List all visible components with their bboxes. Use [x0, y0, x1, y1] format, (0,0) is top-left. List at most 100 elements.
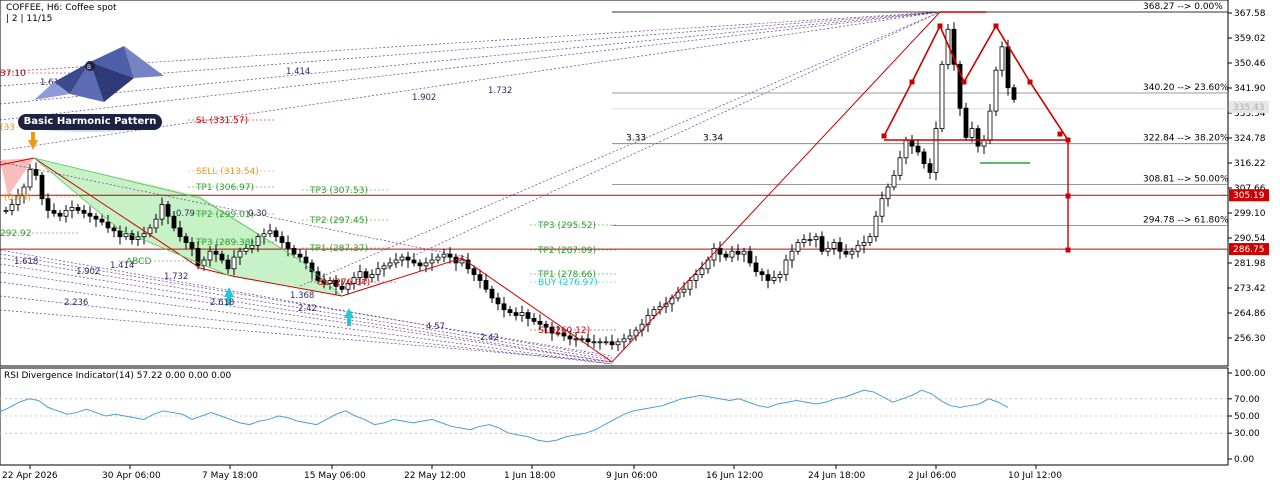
candle-body: [81, 209, 87, 214]
candle-body: [951, 28, 957, 65]
pattern-point: [961, 79, 967, 85]
ratio-label: 4.57: [426, 322, 445, 332]
pattern-fill-shape: [0, 158, 34, 196]
candle-body: [159, 204, 165, 220]
price-tick-label: 316.22: [1234, 159, 1266, 169]
logo-text: Basic Harmonic Pattern: [18, 114, 162, 130]
candle-body: [837, 242, 843, 252]
fib-mid-label: 3.34: [703, 134, 723, 144]
candle-body: [363, 271, 369, 278]
candle-body: [213, 250, 219, 255]
candle-body: [573, 338, 579, 341]
pattern-point: [1065, 137, 1071, 143]
candle-body: [807, 239, 813, 241]
annotation-label: TP2 (287.09): [537, 246, 596, 256]
fibonacci-levels: 368.27 --> 0.00% 340.20 --> 23.60% 322.84 …: [0, 2, 1229, 250]
candle-body: [75, 207, 81, 211]
projection-line: [299, 11, 941, 287]
price-panel[interactable]: [0, 0, 1229, 367]
candle-body: [795, 242, 801, 252]
candle-body: [315, 271, 321, 281]
pattern-point: [1065, 193, 1071, 199]
price-marker: [1229, 100, 1269, 113]
candle-body: [105, 221, 111, 229]
projection-line: [0, 249, 613, 359]
candle-body: [555, 332, 561, 335]
candle-body: [513, 312, 519, 316]
candle-body: [933, 128, 939, 173]
candle-body: [621, 338, 627, 343]
time-tick-label: 9 Jun 06:00: [606, 471, 658, 481]
candle-body: [843, 250, 849, 255]
time-tick-label: 2 Jul 06:00: [908, 471, 957, 481]
candle-body: [39, 174, 45, 200]
annotation-label: TP1 (306.97): [195, 183, 254, 193]
zigzag-line: [0, 11, 941, 363]
candle-body: [69, 207, 75, 211]
sell-arrow-icon: [31, 132, 35, 141]
rsi-line: [0, 389, 1009, 443]
candle-body: [759, 271, 765, 276]
candle-body: [267, 230, 273, 235]
candle-body: [441, 253, 447, 258]
annotation-label: TP2 (299.01): [195, 210, 254, 220]
price-tick-label: 299.10: [1234, 209, 1266, 219]
time-tick-label: 30 Apr 06:00: [102, 471, 161, 481]
projection-line: [0, 295, 613, 365]
ratio-label: 1.732: [164, 272, 188, 282]
candle-body: [387, 262, 393, 267]
candle-body: [129, 233, 135, 240]
projection-line: [0, 11, 941, 105]
candle-body: [537, 320, 543, 325]
pattern-fill: [0, 158, 342, 296]
candle-body: [357, 271, 363, 278]
candle-body: [603, 341, 609, 344]
projection-line: [0, 11, 941, 121]
annotation-label: BUY (276.97): [538, 278, 598, 288]
candle-body: [543, 323, 549, 328]
time-tick-label: 16 Jun 12:00: [706, 471, 763, 481]
candle-body: [1011, 87, 1017, 100]
candle-body: [765, 274, 771, 281]
candle-body: [93, 215, 99, 220]
rsi-tick-label: 100.00: [1234, 369, 1266, 379]
price-tick-label: 367.58: [1234, 9, 1266, 19]
candle-body: [729, 250, 735, 258]
time-tick-label: 1 Jun 18:00: [504, 471, 556, 481]
annotation-label: ABCD: [126, 257, 151, 267]
fib-level-label: 322.84 --> 38.20%: [1143, 134, 1229, 144]
candle-body: [99, 218, 105, 223]
time-tick-label: 22 Apr 2026: [2, 471, 58, 481]
candle-body: [885, 186, 891, 200]
candle-body: [591, 341, 597, 344]
annotation-label: TP3 (295.52): [537, 221, 596, 231]
candle-body: [651, 309, 657, 316]
candle-body: [429, 259, 435, 264]
candle-body: [777, 274, 783, 278]
pattern-point: [1057, 131, 1063, 137]
candle-body: [405, 256, 411, 261]
chart-annotations: SELL (313.54) SL (331.57) TP1 (306.97) TP2 …: [0, 67, 618, 343]
candle-body: [291, 247, 297, 255]
projection-line: [0, 271, 613, 363]
candle-body: [309, 262, 315, 273]
candle-body: [261, 233, 267, 238]
rsi-panel[interactable]: [0, 367, 1229, 466]
candle-body: [927, 163, 933, 173]
ratio-label: 1.902: [76, 267, 100, 277]
annotation-label: 37.10: [0, 69, 26, 79]
candle-body: [969, 128, 975, 138]
buy-arrow-icon: [344, 308, 354, 318]
candle-body: [117, 230, 123, 238]
price-tick-label: 273.42: [1234, 284, 1266, 294]
symbol-line: COFFEE, H6: Coffee spot: [6, 3, 117, 13]
annotation-label: TP2 (297.45): [309, 216, 368, 226]
ratio-label: 0.79: [176, 209, 195, 219]
candle-body: [699, 268, 705, 276]
buy-arrow-icon: [227, 297, 231, 305]
pattern-fill-shape: [34, 158, 342, 296]
price-tick-label: 290.54: [1234, 234, 1266, 244]
fib-level-label: 368.27 --> 0.00%: [1143, 2, 1223, 12]
candle-body: [207, 250, 213, 261]
